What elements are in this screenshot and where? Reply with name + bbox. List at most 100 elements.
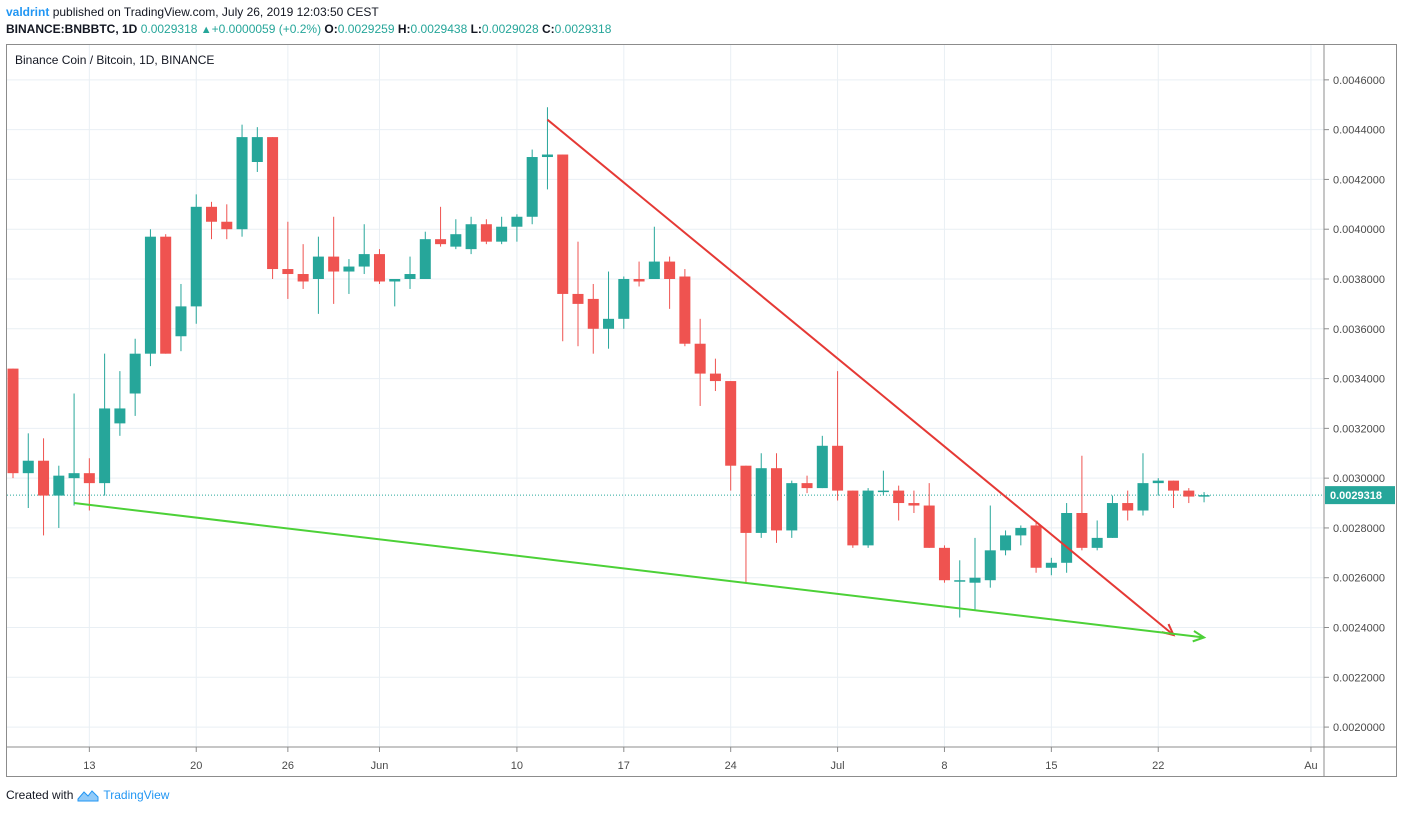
tradingview-logo-icon — [77, 790, 99, 802]
footer: Created with TradingView — [6, 788, 169, 802]
x-tick-label: 10 — [511, 760, 523, 772]
last-price-tag — [1325, 486, 1395, 505]
candle-up — [99, 408, 111, 484]
candle-up — [541, 154, 553, 158]
last-price-tag-label: 0.0029318 — [1330, 490, 1382, 502]
y-tick-label: 0.0046000 — [1333, 75, 1385, 87]
chart-frame[interactable] — [6, 44, 1397, 777]
tradingview-brand[interactable]: TradingView — [103, 788, 170, 802]
x-tick-label: 17 — [618, 760, 630, 772]
candle-up — [144, 236, 156, 354]
candle-up — [1000, 535, 1012, 551]
last-price: 0.0029318 — [140, 22, 198, 36]
candle-down — [206, 206, 218, 222]
candle-down — [847, 490, 859, 546]
x-tick-label: 20 — [190, 760, 202, 772]
y-tick-label: 0.0044000 — [1333, 125, 1385, 137]
candle-up — [389, 279, 401, 282]
candle-down — [694, 343, 706, 374]
red-trendline — [546, 118, 1175, 636]
candle-down — [771, 468, 782, 531]
x-tick-label: 13 — [83, 760, 95, 772]
candle-up — [236, 137, 248, 230]
candle-up — [786, 483, 798, 531]
candle-up — [68, 473, 80, 479]
symbol-info: BINANCE:BNBBTC, 1D 0.0029318 ▲+0.0000059… — [6, 22, 611, 36]
y-tick-label: 0.0034000 — [1333, 374, 1385, 386]
candle-down — [679, 276, 691, 344]
candle-down — [633, 279, 645, 282]
y-tick-label: 0.0030000 — [1333, 473, 1385, 485]
y-tick-label: 0.0022000 — [1333, 672, 1385, 684]
open-label: O: — [324, 22, 338, 36]
candle-up — [862, 490, 874, 546]
candle-down — [908, 503, 920, 506]
candle-down — [938, 547, 950, 581]
x-tick-label: Au — [1304, 760, 1317, 772]
candle-down — [267, 137, 279, 270]
symbol-label: BINANCE:BNBBTC, 1D — [6, 22, 138, 36]
y-tick-label: 0.0032000 — [1333, 423, 1385, 435]
high-label: H: — [397, 22, 411, 36]
x-tick-label: Jun — [371, 760, 389, 772]
y-tick-label: 0.0042000 — [1333, 174, 1385, 186]
candle-up — [465, 224, 477, 250]
price-change: +0.0000059 (+0.2%) — [211, 22, 322, 36]
candle-down — [557, 154, 569, 294]
candle-up — [511, 216, 523, 227]
chart-legend-title: Binance Coin / Bitcoin, 1D, BINANCE — [15, 53, 215, 67]
candle-up — [312, 256, 324, 279]
candle-up — [954, 580, 966, 582]
candle-up — [175, 306, 187, 337]
candle-up — [1091, 537, 1103, 548]
green-trendline — [73, 502, 1205, 639]
candle-up — [496, 226, 508, 242]
candle-up — [526, 157, 538, 217]
candle-down — [832, 445, 844, 491]
y-tick-label: 0.0040000 — [1333, 224, 1385, 236]
candle-up — [251, 137, 263, 162]
candle-down — [373, 254, 385, 282]
candle-down — [282, 269, 294, 275]
open-value: 0.0029259 — [337, 22, 395, 36]
x-tick-label: 22 — [1152, 760, 1164, 772]
candle-up — [1137, 483, 1149, 511]
candle-up — [114, 408, 126, 424]
x-tick-label: 8 — [941, 760, 947, 772]
candle-down — [297, 274, 309, 282]
candle-up — [648, 261, 660, 279]
candle-down — [480, 224, 492, 242]
candle-up — [129, 353, 141, 394]
candle-up — [343, 266, 355, 272]
candle-up — [1015, 527, 1027, 536]
candle-up — [984, 550, 996, 581]
candle-up — [22, 460, 34, 474]
candle-down — [1168, 480, 1180, 491]
candle-down — [221, 221, 233, 230]
candle-down — [893, 490, 905, 504]
up-triangle-icon: ▲ — [200, 24, 212, 36]
candle-up — [190, 206, 202, 307]
candle-up — [1061, 513, 1073, 563]
publish-info: valdrint published on TradingView.com, J… — [6, 5, 379, 19]
author-link[interactable]: valdrint — [6, 5, 50, 19]
candle-up — [603, 318, 615, 329]
candle-down — [328, 256, 340, 272]
y-tick-label: 0.0024000 — [1333, 623, 1385, 635]
candle-up — [358, 254, 370, 267]
candle-down — [1183, 490, 1195, 497]
candle-down — [1122, 503, 1134, 511]
candle-down — [587, 298, 599, 329]
candle-down — [725, 381, 737, 466]
candle-down — [801, 483, 813, 489]
candle-down — [7, 368, 19, 474]
candle-up — [450, 234, 462, 247]
candle-down — [923, 505, 935, 548]
high-value: 0.0029438 — [410, 22, 468, 36]
y-tick-label: 0.0020000 — [1333, 722, 1385, 734]
candle-up — [1198, 495, 1210, 497]
y-tick-label: 0.0038000 — [1333, 274, 1385, 286]
candle-down — [740, 465, 752, 533]
candle-up — [419, 239, 431, 279]
